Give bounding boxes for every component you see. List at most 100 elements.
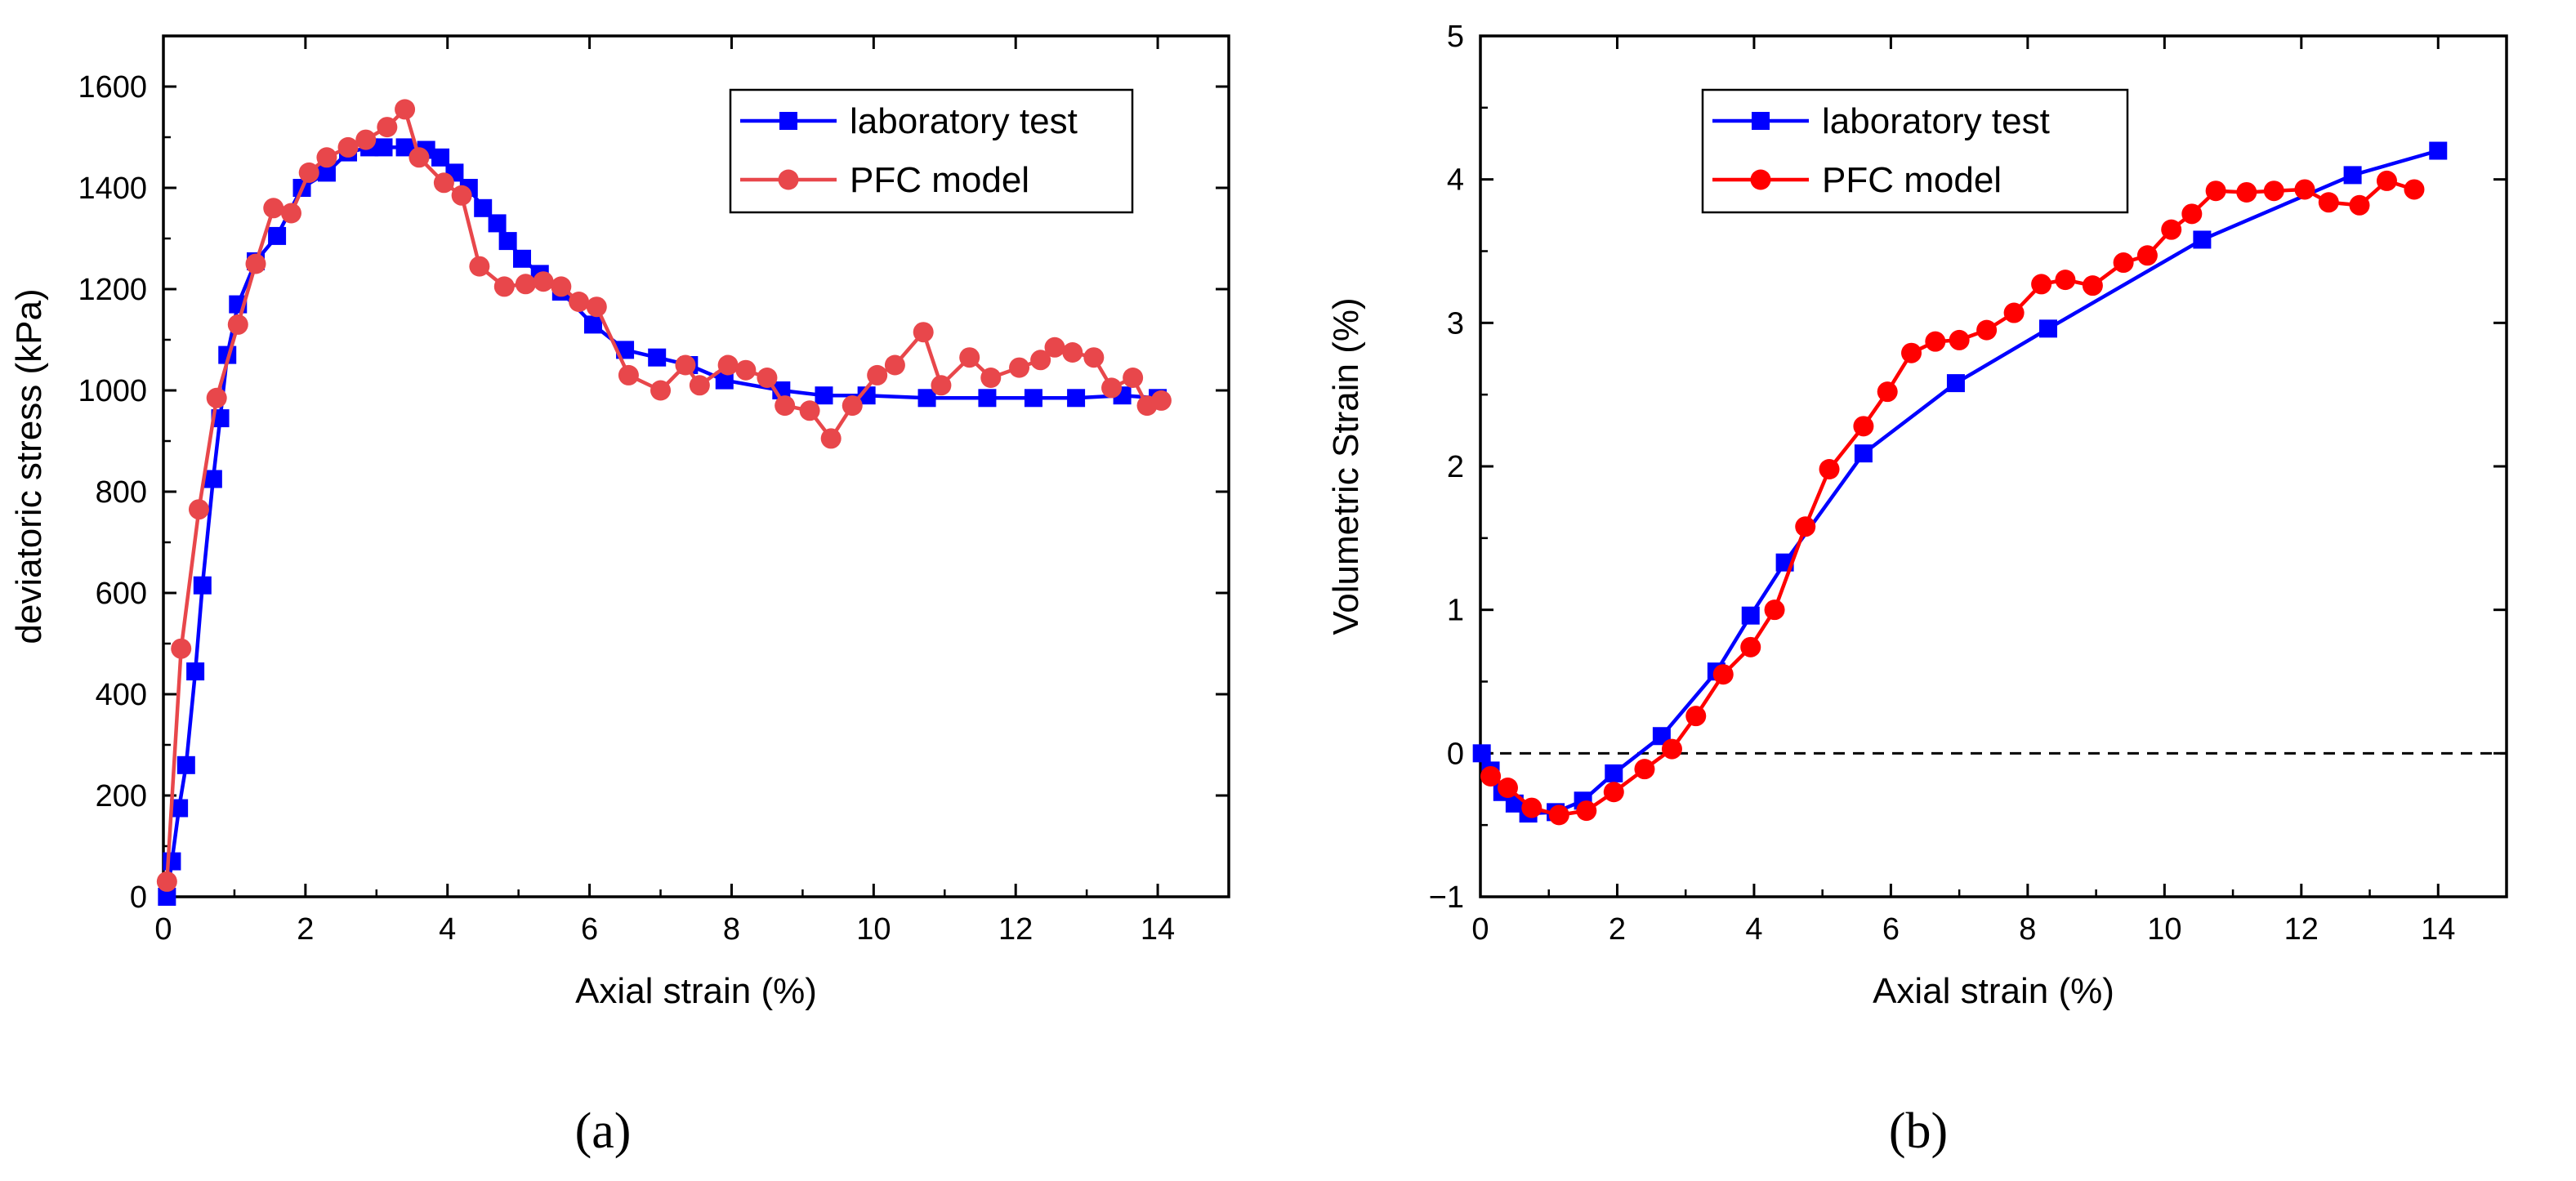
data-point-circle	[1853, 416, 1874, 437]
data-point-square	[193, 576, 212, 595]
data-point-square	[176, 755, 195, 774]
data-point-circle	[1877, 381, 1898, 403]
data-point-square	[2038, 319, 2057, 338]
data-point-circle	[1949, 329, 1970, 350]
x-tick-label: 10	[2147, 912, 2181, 947]
data-point-circle	[2236, 181, 2257, 203]
data-point-circle	[2161, 219, 2182, 240]
data-point-circle	[156, 871, 177, 892]
x-tick-label: 4	[439, 912, 456, 947]
data-point-circle	[931, 375, 952, 396]
data-point-circle	[2349, 194, 2370, 216]
data-point-circle	[2294, 179, 2315, 200]
y-tick-label: −1	[1429, 880, 1464, 915]
data-point-square	[474, 198, 493, 217]
data-point-circle	[2136, 245, 2158, 266]
x-axis-title: Axial strain (%)	[575, 971, 817, 1011]
data-point-circle	[377, 117, 398, 138]
data-point-square	[2343, 166, 2362, 185]
data-point-circle	[206, 387, 227, 408]
data-point-circle	[675, 354, 696, 376]
data-point-circle	[2055, 270, 2076, 291]
series-line	[1480, 149, 2439, 816]
y-tick-label: 1	[1447, 594, 1464, 628]
data-point-circle	[867, 364, 888, 385]
legend-label: PFC model	[850, 160, 1029, 200]
x-tick-label: 12	[998, 912, 1033, 947]
data-point-square	[2193, 230, 2212, 249]
data-point-circle	[569, 292, 590, 312]
data-point-circle	[1764, 599, 1785, 621]
data-point-square	[488, 214, 507, 233]
series-pfc-model	[156, 99, 1172, 892]
y-tick-label: 400	[96, 678, 147, 712]
legend: laboratory test PFC model	[1701, 88, 2129, 214]
data-point-square	[1024, 389, 1042, 408]
data-point-square	[815, 386, 833, 405]
data-point-circle	[316, 147, 337, 168]
data-point-circle	[913, 322, 934, 343]
x-tick-label: 12	[2284, 912, 2319, 947]
data-point-circle	[820, 428, 842, 449]
data-point-square	[1854, 444, 1873, 463]
series-laboratory-test	[1472, 141, 2448, 823]
data-point-circle	[469, 256, 490, 277]
y-tick-label: 200	[96, 779, 147, 813]
legend-label: laboratory test	[850, 101, 1078, 141]
data-point-square	[158, 888, 176, 906]
series-line	[165, 107, 1163, 882]
data-point-circle	[1123, 368, 1144, 388]
series-pfc-model	[1480, 170, 2425, 826]
legend-marker-circle	[778, 169, 799, 190]
data-point-circle	[1976, 319, 1998, 341]
y-tick-label: 5	[1447, 20, 1464, 54]
data-point-circle	[1044, 336, 1065, 358]
data-point-circle	[1101, 377, 1123, 399]
legend-label: PFC model	[1822, 160, 2002, 200]
data-point-circle	[1480, 765, 1502, 787]
x-tick-label: 2	[1609, 912, 1626, 947]
data-point-circle	[551, 276, 572, 297]
x-tick-label: 14	[2421, 912, 2455, 947]
data-point-circle	[2376, 170, 2397, 191]
data-point-square	[1472, 744, 1491, 763]
data-point-circle	[433, 172, 454, 194]
data-point-circle	[188, 499, 209, 520]
data-point-square	[498, 232, 517, 251]
y-axis-title: deviatoric stress (kPa)	[9, 288, 49, 644]
data-point-square	[374, 138, 393, 157]
series-line	[1489, 179, 2415, 818]
data-point-circle	[263, 198, 284, 219]
panel-label-a: (a)	[575, 1103, 632, 1159]
data-point-square	[431, 148, 450, 167]
data-point-square	[2429, 141, 2448, 160]
data-point-circle	[586, 296, 607, 318]
data-point-circle	[884, 354, 905, 376]
data-point-square	[1605, 764, 1623, 782]
x-tick-label: 8	[723, 912, 740, 947]
y-tick-label: 800	[96, 475, 147, 510]
y-tick-label: 2	[1447, 450, 1464, 484]
data-point-circle	[1062, 342, 1083, 363]
data-point-circle	[735, 359, 757, 381]
data-point-square	[513, 249, 532, 268]
data-point-circle	[1030, 350, 1051, 371]
panel-label-b: (b)	[1889, 1103, 1948, 1159]
x-tick-label: 2	[297, 912, 314, 947]
data-point-circle	[2404, 179, 2425, 200]
data-point-square	[648, 348, 667, 367]
y-tick-label: 1200	[78, 273, 147, 307]
legend-label: laboratory test	[1822, 101, 2050, 141]
data-point-circle	[337, 136, 359, 158]
data-point-square	[715, 371, 734, 390]
data-point-circle	[280, 203, 301, 224]
x-tick-label: 0	[154, 912, 172, 947]
data-point-square	[203, 470, 222, 488]
data-point-circle	[650, 380, 672, 401]
data-point-square	[268, 226, 287, 245]
x-tick-label: 10	[856, 912, 891, 947]
data-point-circle	[355, 129, 377, 150]
data-point-circle	[2318, 192, 2339, 213]
data-point-circle	[1576, 800, 1597, 822]
data-point-square	[1946, 374, 1965, 393]
